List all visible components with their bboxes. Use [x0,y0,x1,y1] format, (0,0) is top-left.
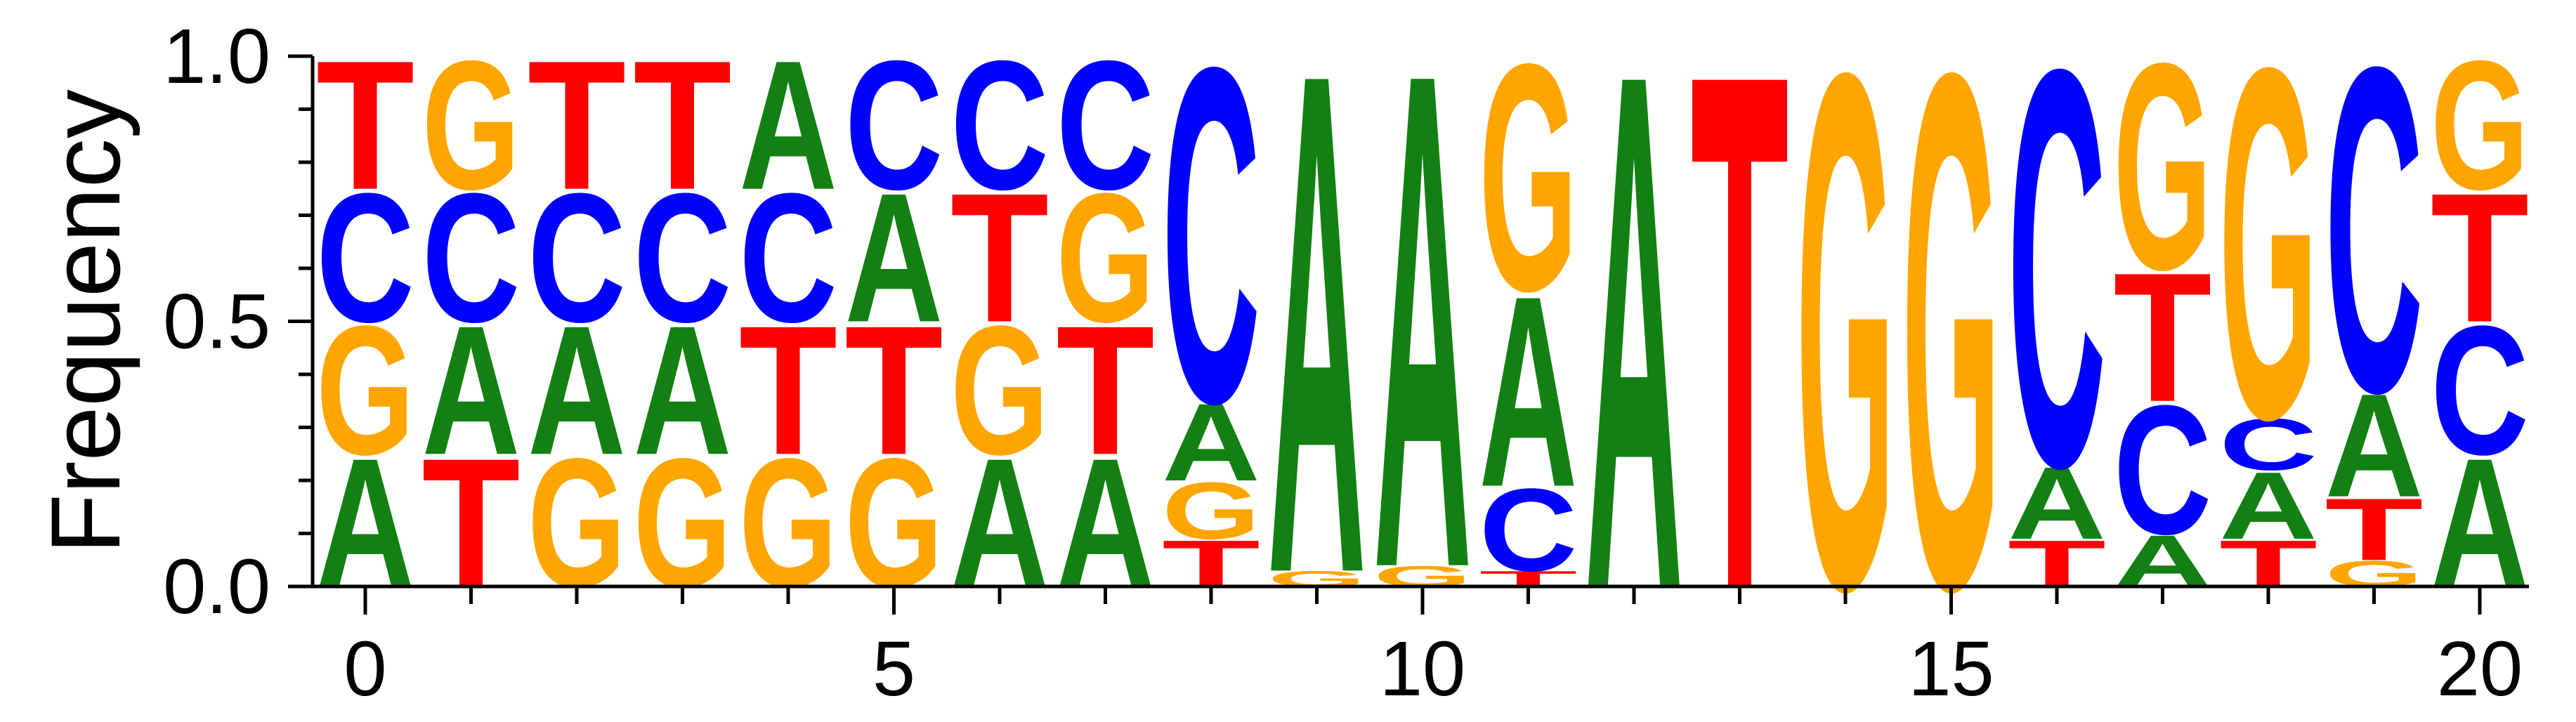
x-tick-label: 15 [1908,626,1994,712]
y-tick-label: 1.0 [163,13,270,100]
logo-letter-C-pos-16: C [2008,0,2106,585]
x-tick-label: 5 [872,626,915,712]
logo-letter-T-pos-13: T [1691,0,1789,722]
logo-letter-C-pos-11: C [1479,464,1578,596]
logo-letter-A-pos-12: A [1585,0,1683,722]
y-tick-label: 0.5 [163,279,270,365]
logo-letter-A-pos-9: A [1268,0,1366,722]
logo-letter-C-pos-8: C [1162,0,1260,503]
y-axis-label: Frequency [30,89,140,553]
logo-letter-C-pos-5: C [845,22,943,228]
logo-letter-T-pos-0: T [316,22,414,228]
logo-letter-C-pos-0: C [316,155,414,360]
x-ticks: 0 5 10 15 20 [344,586,2523,712]
logo-letter-T-pos-6: T [950,155,1049,361]
logo-letter-C-pos-1: C [422,155,521,360]
x-tick-label: 20 [2437,626,2523,712]
x-tick-label: 0 [344,626,386,712]
logo-letter-T-pos-20: T [2431,155,2529,361]
logo-letter-A-pos-8: A [1162,381,1260,504]
logo-letter-A-pos-11: A [1479,239,1578,544]
logo-letter-G-pos-11: G [1479,0,1578,359]
logo-letter-T-pos-4: T [739,288,837,494]
logo-letter-C-pos-4: C [739,155,837,360]
logo-letter-T-pos-17: T [2114,235,2212,440]
logo-letter-G-pos-8: G [1162,466,1260,556]
logo-letter-G-pos-6: G [950,287,1049,493]
logo-letter-C-pos-2: C [528,155,626,360]
logo-letter-G-pos-20: G [2431,22,2529,228]
logo-letter-G-pos-17: G [2114,3,2212,332]
logo-letter-A-pos-16: A [2008,446,2106,561]
logo-letter-A-pos-18: A [2219,452,2317,559]
x-tick-label: 10 [1380,626,1465,712]
logo-letter-T-pos-3: T [634,22,732,228]
logo-letter-C-pos-19: C [2325,0,2424,490]
logo-letter-C-pos-17: C [2114,367,2212,572]
logo-letter-C-pos-20: C [2431,287,2529,493]
logo-letter-A-pos-19: A [2325,363,2424,528]
logo-letter-C-pos-6: C [950,22,1049,228]
logo-letter-C-pos-18: C [2219,404,2317,486]
logo-letter-A-pos-1: A [422,287,521,493]
logo-letter-T-pos-7: T [1057,288,1155,494]
logo-letter-G-pos-7: G [1057,155,1155,361]
logo-letter-G-pos-1: G [422,22,521,228]
logo-letter-A-pos-4: A [739,22,837,228]
y-tick-label: 0.0 [163,544,270,630]
logo-letter-A-pos-5: A [845,155,943,360]
logo-letter-C-pos-3: C [634,155,732,360]
logo-letter-G-pos-14: G [1796,0,1895,722]
logo-letter-A-pos-2: A [528,287,626,493]
logo-letter-T-pos-19: T [2325,480,2424,579]
logo-letter-A-pos-3: A [634,287,732,493]
logo-letter-G-pos-18: G [2219,0,2317,524]
logo-letter-G-pos-0: G [316,287,414,493]
logo-letter-T-pos-5: T [845,288,943,494]
logo-letter-C-pos-7: C [1057,22,1155,228]
y-ticks: 0.0 0.5 1.0 [163,13,313,630]
logo-letter-T-pos-2: T [528,22,626,228]
